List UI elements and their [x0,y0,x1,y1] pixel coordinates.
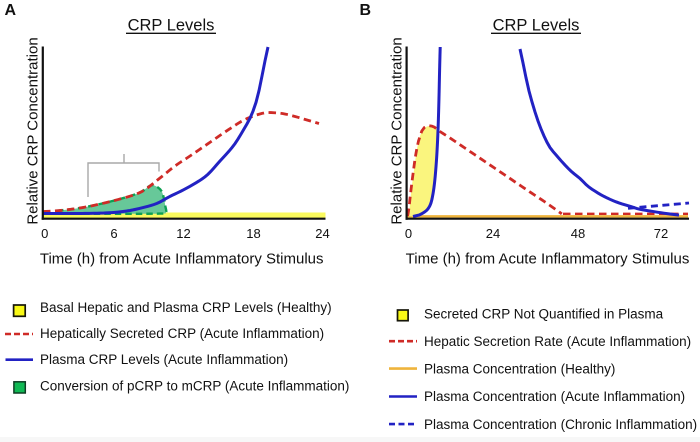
svg-text:Time (h) from Acute Inflammato: Time (h) from Acute Inflammatory Stimulu… [406,251,690,268]
svg-text:6: 6 [110,226,117,241]
svg-text:0: 0 [405,226,412,241]
svg-text:12: 12 [176,226,190,241]
svg-text:72: 72 [654,226,668,241]
svg-text:CRP Levels: CRP Levels [493,16,580,34]
svg-text:CRP Levels: CRP Levels [128,16,215,34]
svg-text:18: 18 [246,226,260,241]
svg-text:24: 24 [315,226,329,241]
svg-text:Basal Hepatic and Plasma CRP L: Basal Hepatic and Plasma CRP Levels (Hea… [40,300,332,315]
svg-text:Time (h) from Acute Inflammato: Time (h) from Acute Inflammatory Stimulu… [40,251,324,268]
svg-text:Relative CRP Concentration: Relative CRP Concentration [389,37,406,224]
svg-text:48: 48 [571,226,585,241]
svg-text:Relative CRP Concentration: Relative CRP Concentration [25,37,42,224]
svg-text:0: 0 [41,226,48,241]
svg-text:Hepatically Secreted CRP (Acut: Hepatically Secreted CRP (Acute Inflamma… [40,326,324,341]
svg-text:Hepatic Secretion Rate (Acute: Hepatic Secretion Rate (Acute Inflammati… [424,334,691,349]
svg-text:Plasma Concentration (Chronic: Plasma Concentration (Chronic Inflammati… [424,417,697,432]
svg-text:24: 24 [486,226,500,241]
svg-text:Secreted CRP Not Quantified in: Secreted CRP Not Quantified in Plasma [424,306,664,321]
svg-text:B: B [360,2,372,19]
svg-text:Plasma Concentration (Healthy): Plasma Concentration (Healthy) [424,361,615,376]
svg-text:Conversion of pCRP to mCRP (Ac: Conversion of pCRP to mCRP (Acute Inflam… [40,379,349,394]
svg-text:Plasma CRP Levels (Acute Infla: Plasma CRP Levels (Acute Inflammation) [40,352,288,367]
svg-text:Plasma Concentration (Acute In: Plasma Concentration (Acute Inflammation… [424,389,685,404]
svg-text:A: A [5,2,17,19]
